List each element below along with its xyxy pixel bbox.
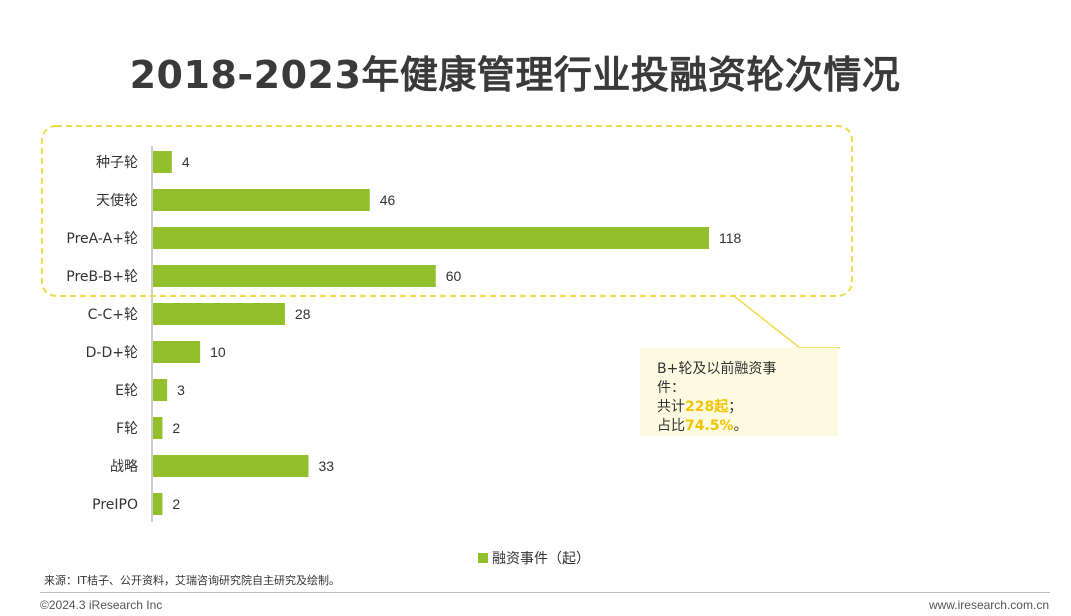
bar-value-label: 2 bbox=[172, 420, 180, 436]
source-note: 来源：IT桔子、公开资料，艾瑞咨询研究院自主研究及绘制。 bbox=[44, 574, 340, 587]
bar bbox=[153, 417, 163, 439]
callout-ratio-value: 74.5% bbox=[685, 418, 734, 434]
highlight-box bbox=[41, 125, 853, 297]
chart-title: 2018-2023年健康管理行业投融资轮次情况 bbox=[129, 53, 901, 97]
bar bbox=[153, 303, 285, 325]
footer-divider bbox=[40, 592, 1050, 593]
bar bbox=[153, 493, 163, 515]
callout-pointer bbox=[733, 295, 840, 349]
category-label: PreIPO bbox=[92, 497, 138, 513]
callout-box: B+轮及以前融资事 件： 共计228起； 占比74.5%。 bbox=[640, 348, 838, 436]
callout-line2: 件： bbox=[657, 380, 685, 396]
bar bbox=[153, 189, 370, 211]
bar bbox=[153, 227, 709, 249]
bar-value-label: 46 bbox=[380, 192, 396, 208]
category-label: D-D+轮 bbox=[86, 345, 138, 361]
category-label: C-C+轮 bbox=[88, 307, 138, 323]
bar-value-label: 33 bbox=[318, 458, 334, 474]
bar bbox=[153, 341, 201, 363]
bar bbox=[153, 265, 436, 287]
bar-value-label: 60 bbox=[446, 268, 462, 284]
bar-value-label: 3 bbox=[177, 382, 185, 398]
category-label: 天使轮 bbox=[96, 192, 138, 209]
category-label: E轮 bbox=[115, 383, 138, 399]
legend-swatch bbox=[478, 553, 488, 563]
callout-total-value: 228起 bbox=[685, 399, 729, 415]
callout-ratio: 占比74.5%。 bbox=[657, 418, 748, 434]
legend-label: 融资事件（起） bbox=[492, 551, 590, 567]
category-label: 战略 bbox=[110, 459, 138, 475]
category-label: F轮 bbox=[116, 421, 138, 437]
callout-total: 共计228起； bbox=[657, 399, 743, 415]
website-link: www.iresearch.com.cn bbox=[928, 598, 1049, 612]
bar bbox=[153, 151, 172, 173]
callout-line1: B+轮及以前融资事 bbox=[657, 361, 777, 377]
category-label: 种子轮 bbox=[96, 155, 138, 171]
bar-value-label: 10 bbox=[210, 344, 226, 360]
legend: 融资事件（起） bbox=[478, 548, 590, 568]
bar bbox=[153, 379, 168, 401]
copyright: ©2024.3 iResearch Inc bbox=[40, 598, 163, 612]
bar-value-label: 4 bbox=[182, 154, 190, 170]
bar-value-label: 118 bbox=[719, 230, 742, 246]
category-label: PreB-B+轮 bbox=[66, 269, 138, 285]
category-label: PreA-A+轮 bbox=[66, 231, 138, 247]
bar-value-label: 28 bbox=[295, 306, 311, 322]
bar bbox=[153, 455, 309, 477]
bar-value-label: 2 bbox=[172, 496, 180, 512]
